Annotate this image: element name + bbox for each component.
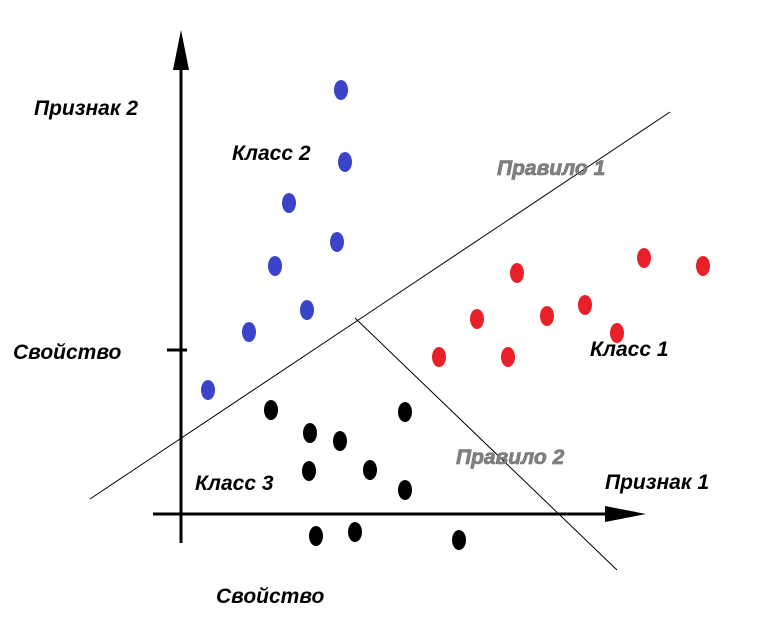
class2-point: [330, 232, 344, 252]
class3-point: [302, 461, 316, 481]
y-tick-label: Свойство: [13, 341, 121, 364]
class2-point: [201, 380, 215, 400]
y-axis-arrow: [173, 30, 189, 70]
class2-point: [242, 322, 256, 342]
class3-point: [452, 530, 466, 550]
class2-point: [334, 80, 348, 100]
class1-point: [432, 347, 446, 367]
class1-point: [578, 295, 592, 315]
class3-points: [264, 400, 466, 550]
class1-point: [610, 323, 624, 343]
class2-points: [201, 80, 352, 400]
class3-point: [333, 431, 347, 451]
rules: [89, 111, 671, 571]
class3-point: [264, 400, 278, 420]
rule1-label: Правило 1: [497, 157, 605, 180]
class2-point: [300, 300, 314, 320]
axes: [153, 30, 646, 543]
rule2-label: Правило 2: [456, 446, 565, 469]
y-axis-label: Признак 2: [34, 97, 138, 120]
class2-point: [268, 256, 282, 276]
class3-label: Класс 3: [195, 472, 274, 495]
x-axis-label: Признак 1: [605, 471, 709, 494]
class1-point: [501, 347, 515, 367]
class1-points: [432, 248, 710, 367]
class1-point: [637, 248, 651, 268]
class3-point: [398, 480, 412, 500]
x-tick-label: Свойство: [216, 585, 324, 608]
class1-point: [470, 309, 484, 329]
x-axis-arrow: [605, 506, 646, 522]
class1-point: [696, 256, 710, 276]
class1-label: Класс 1: [590, 338, 669, 361]
class1-point: [540, 306, 554, 326]
class3-point: [363, 460, 377, 480]
class3-point: [303, 423, 317, 443]
class2-label: Класс 2: [232, 142, 311, 165]
rule1-line: [89, 111, 671, 500]
rule2-line: [354, 317, 618, 571]
class1-point: [510, 263, 524, 283]
class3-point: [348, 522, 362, 542]
class2-point: [282, 193, 296, 213]
class2-point: [338, 152, 352, 172]
class3-point: [309, 526, 323, 546]
class3-point: [398, 402, 412, 422]
